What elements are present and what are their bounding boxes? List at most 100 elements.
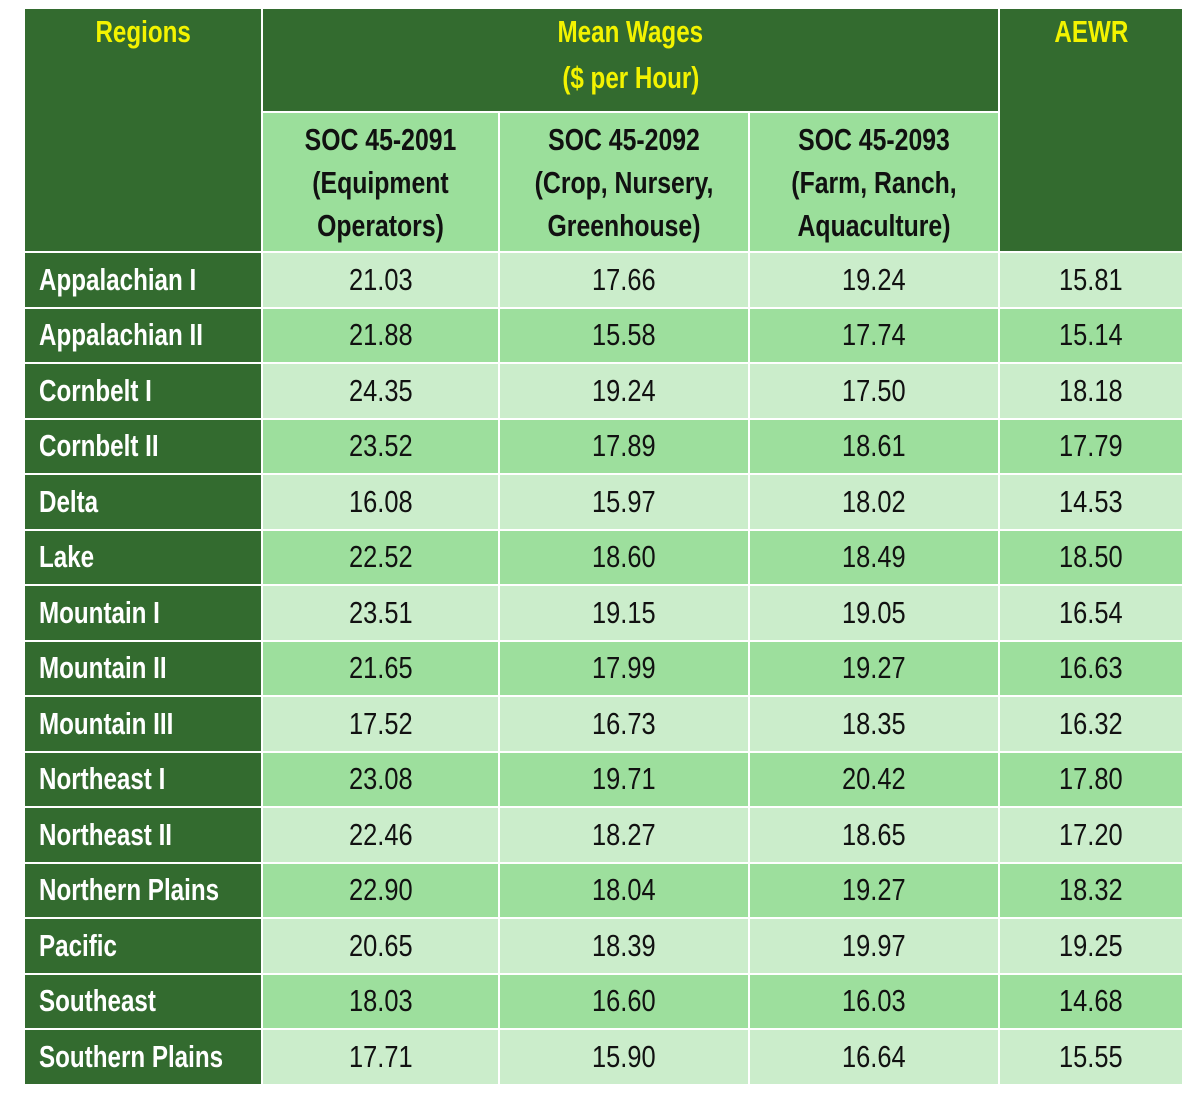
value-cell: 17.80 [1000,752,1182,806]
value-cell: 20.65 [263,919,498,973]
wage-value: 18.27 [592,816,656,852]
wage-value: 21.65 [348,650,413,686]
subheader-row: SOC 45-2091 (Equipment Operators) SOC 45-20… [25,113,1182,251]
wage-value: 19.24 [592,372,656,408]
value-cell: 18.03 [263,974,498,1028]
mean-wages-header: Mean Wages ($ per Hour) [263,9,998,111]
region-cell: Northeast II [25,808,261,862]
region-name: Appalachian II [39,317,203,353]
data-row: Appalachian I 21.03 17.66 19.24 15.81 [25,253,1182,307]
wage-value: 15.81 [1059,261,1123,297]
wage-value: 22.46 [348,816,413,852]
value-cell: 23.08 [263,752,498,806]
region-cell: Mountain I [25,586,261,640]
value-cell: 21.88 [263,308,498,362]
value-cell: 16.60 [500,974,748,1028]
value-cell: 18.35 [750,697,998,751]
value-cell: 16.03 [750,974,998,1028]
wage-value: 19.97 [842,927,906,963]
aewr-header: AEWR [1000,9,1182,251]
wage-value: 17.74 [842,317,906,353]
value-cell: 18.60 [500,530,748,584]
value-cell: 17.20 [1000,808,1182,862]
wage-value: 18.35 [842,705,906,741]
table-body: Appalachian I 21.03 17.66 19.24 15.81 Appalac… [25,253,1182,1084]
data-row: Mountain II 21.65 17.99 19.27 16.63 [25,641,1182,695]
value-cell: 15.97 [500,475,748,529]
wage-value: 18.32 [1059,872,1123,908]
value-cell: 23.51 [263,586,498,640]
header-line: (Farm, Ranch, [791,164,957,200]
column-header: SOC 45-2093 (Farm, Ranch, Aquaculture) [750,113,998,251]
data-row: Lake 22.52 18.60 18.49 18.50 [25,530,1182,584]
value-cell: 18.65 [750,808,998,862]
region-name: Mountain III [39,705,174,741]
wage-value: 18.39 [592,927,656,963]
value-cell: 24.35 [263,364,498,418]
wage-value: 15.90 [592,1038,656,1074]
wage-value: 19.15 [592,594,656,630]
region-cell: Delta [25,475,261,529]
data-row: Cornbelt I 24.35 19.24 17.50 18.18 [25,364,1182,418]
value-cell: 16.08 [263,475,498,529]
region-name: Southeast [39,983,156,1019]
value-cell: 19.27 [750,863,998,917]
value-cell: 17.79 [1000,419,1182,473]
value-cell: 17.52 [263,697,498,751]
wage-value: 19.27 [842,872,906,908]
header-text: Regions [95,14,191,49]
value-cell: 17.74 [750,308,998,362]
header-line: SOC 45-2093 [798,121,950,157]
wage-value: 24.35 [348,372,413,408]
wage-value: 18.49 [842,539,906,575]
region-cell: Appalachian I [25,253,261,307]
value-cell: 18.04 [500,863,748,917]
region-name: Mountain II [39,650,167,686]
data-row: Northeast II 22.46 18.27 18.65 17.20 [25,808,1182,862]
data-row: Southeast 18.03 16.60 16.03 14.68 [25,974,1182,1028]
wage-value: 17.66 [592,261,656,297]
wage-value: 14.68 [1059,983,1123,1019]
wage-value: 22.90 [348,872,413,908]
wage-value: 22.52 [348,539,413,575]
region-cell: Cornbelt I [25,364,261,418]
value-cell: 14.53 [1000,475,1182,529]
wage-value: 19.24 [842,261,906,297]
wage-value: 16.63 [1059,650,1123,686]
data-row: Pacific 20.65 18.39 19.97 19.25 [25,919,1182,973]
region-cell: Lake [25,530,261,584]
region-name: Southern Plains [39,1038,224,1074]
data-row: Delta 16.08 15.97 18.02 14.53 [25,475,1182,529]
wage-value: 19.05 [842,594,906,630]
wage-value: 16.60 [592,983,656,1019]
wage-value: 17.79 [1059,428,1123,464]
value-cell: 19.27 [750,641,998,695]
header-line: SOC 45-2091 [304,121,457,157]
value-cell: 17.50 [750,364,998,418]
region-name: Northern Plains [39,872,220,908]
header-text: AEWR [1054,14,1128,49]
header-row: Regions Mean Wages ($ per Hour) AEWR [25,9,1182,251]
data-row: Northern Plains 22.90 18.04 19.27 18.32 [25,863,1182,917]
region-cell: Appalachian II [25,308,261,362]
wage-value: 21.03 [348,261,413,297]
wage-value: 15.97 [592,483,656,519]
value-cell: 15.55 [1000,1030,1182,1084]
value-cell: 18.18 [1000,364,1182,418]
wage-value: 16.54 [1059,594,1123,630]
header-line: Greenhouse) [547,207,701,243]
wage-value: 16.08 [348,483,413,519]
value-cell: 17.66 [500,253,748,307]
table-head: Regions Mean Wages ($ per Hour) AEWR SOC… [25,9,1182,251]
value-cell: 14.68 [1000,974,1182,1028]
data-row: Cornbelt II 23.52 17.89 18.61 17.79 [25,419,1182,473]
value-cell: 18.32 [1000,863,1182,917]
value-cell: 15.81 [1000,253,1182,307]
region-cell: Pacific [25,919,261,973]
value-cell: 19.71 [500,752,748,806]
regions-header: Regions [25,9,261,251]
value-cell: 18.39 [500,919,748,973]
wage-value: 18.04 [592,872,656,908]
value-cell: 15.90 [500,1030,748,1084]
